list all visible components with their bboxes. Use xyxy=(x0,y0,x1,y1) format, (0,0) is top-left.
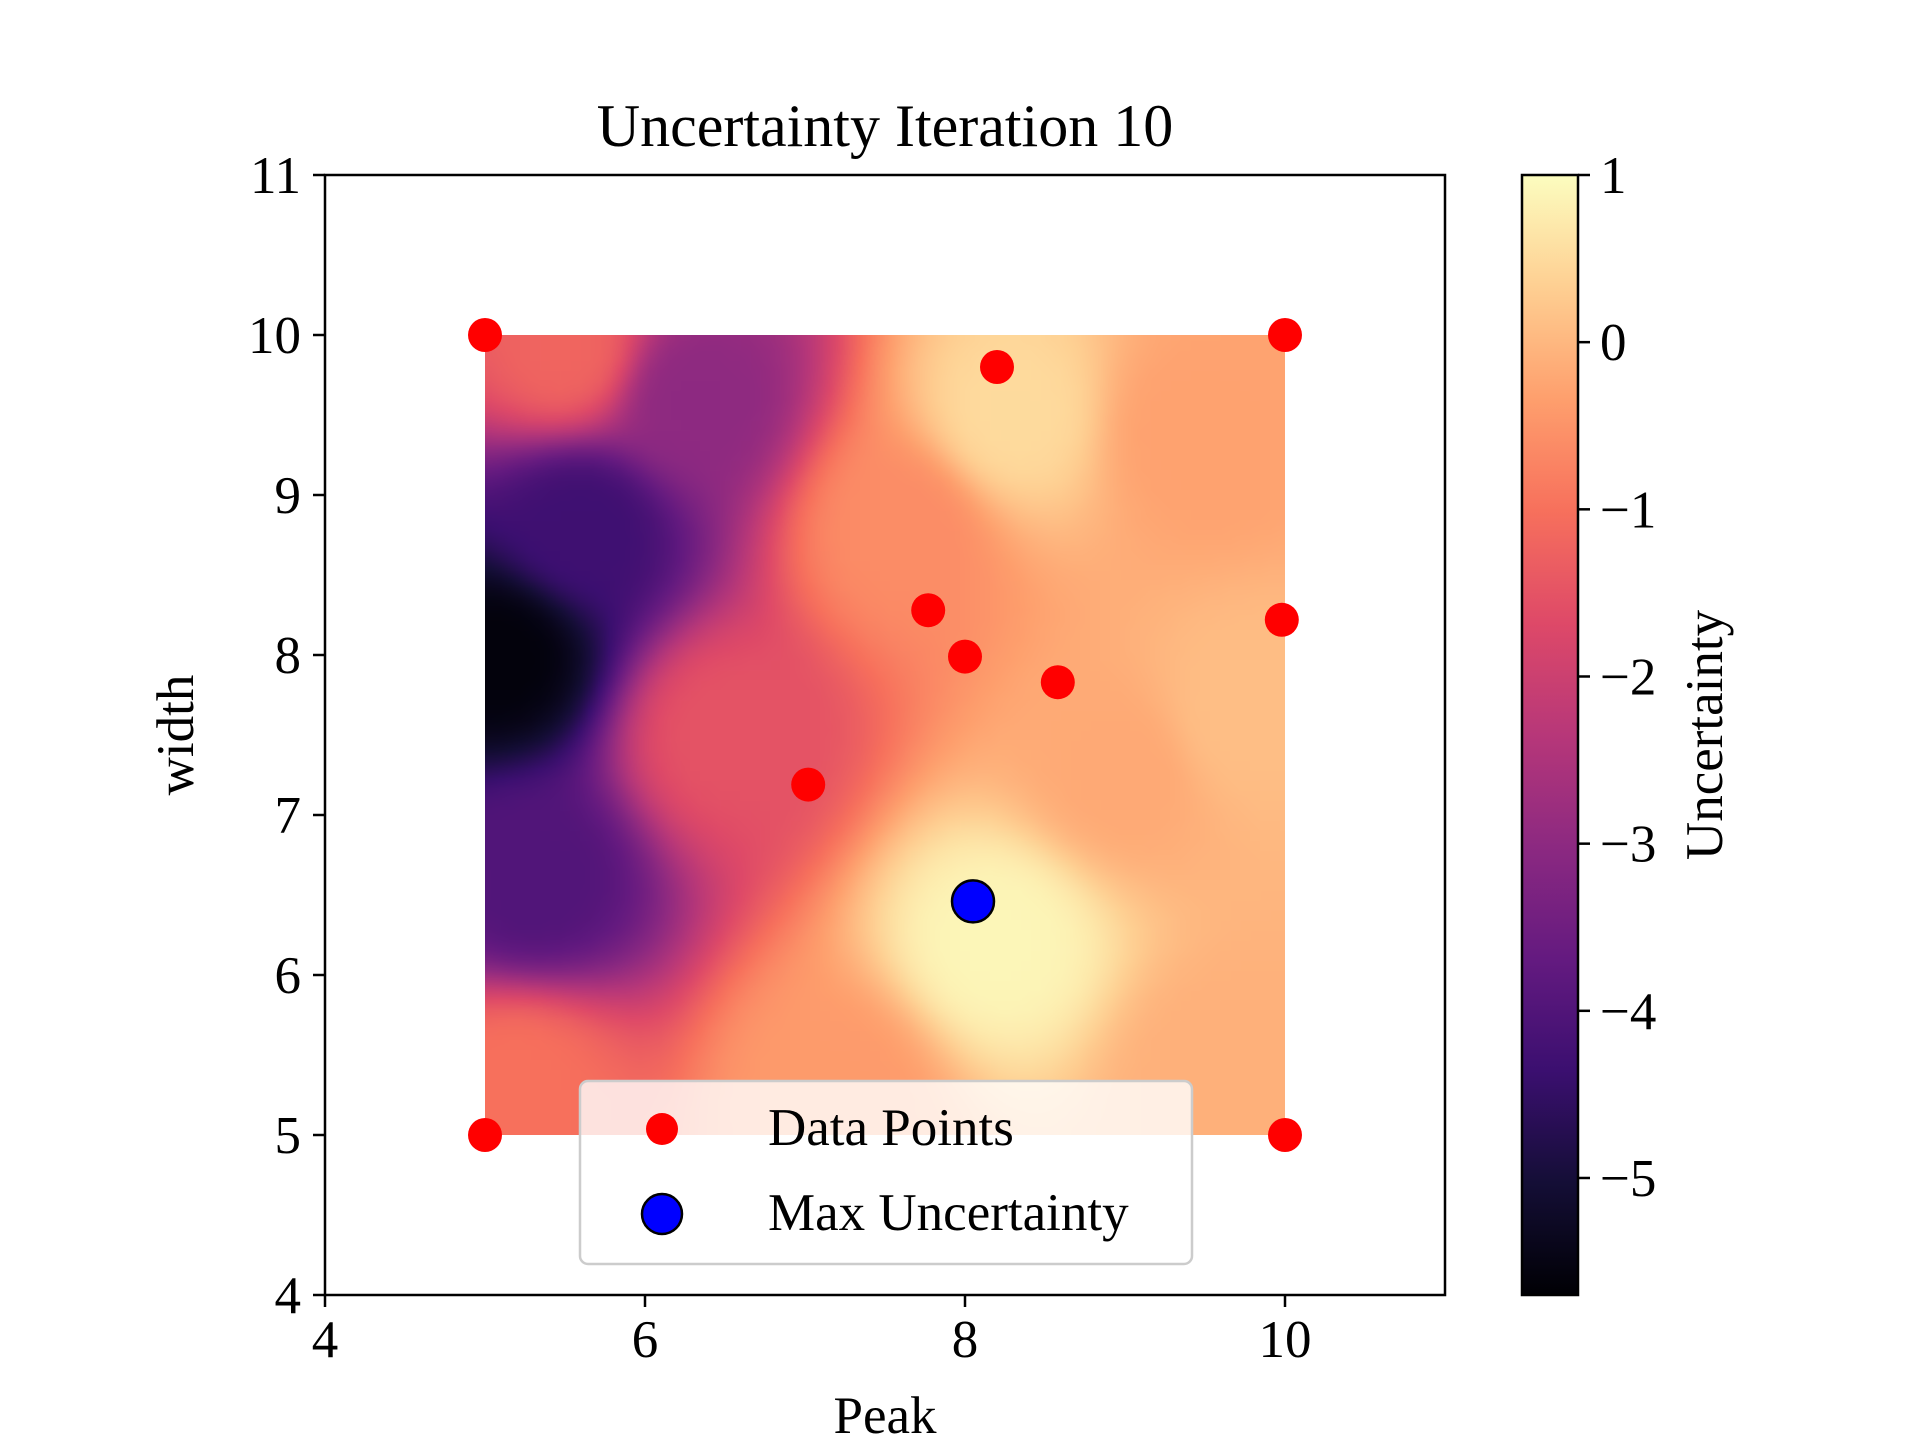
x-axis-ticks: 4 6 8 10 xyxy=(312,1295,1312,1369)
y-tick-label: 11 xyxy=(250,147,301,205)
y-tick-label: 6 xyxy=(275,947,302,1005)
colorbar-tick-label: −1 xyxy=(1600,481,1656,539)
data-point xyxy=(948,639,982,674)
legend-marker-data-points xyxy=(646,1113,678,1145)
chart-title: Uncertainty Iteration 10 xyxy=(597,93,1173,159)
x-tick-label: 8 xyxy=(952,1311,979,1369)
heatmap-image xyxy=(485,335,1285,1135)
legend-box xyxy=(578,1079,1194,1266)
plot-frame xyxy=(323,173,1447,1297)
legend-marker-max-uncertainty xyxy=(640,1192,684,1236)
y-tick-label: 10 xyxy=(248,307,301,365)
data-points-layer xyxy=(468,318,1302,1152)
colorbar-ticks: 1 0 −1 −2 −3 −4 −5 xyxy=(1578,147,1656,1208)
data-point xyxy=(1268,318,1302,352)
colorbar-gradient xyxy=(1520,173,1580,1297)
plot-area xyxy=(468,318,1302,1152)
data-point xyxy=(791,767,826,802)
x-axis-label: Peak xyxy=(833,1387,937,1440)
legend-label-max-uncertainty: Max Uncertainty xyxy=(768,1184,1129,1242)
y-tick-label: 8 xyxy=(275,627,302,685)
y-axis-label: width xyxy=(147,675,205,796)
data-point xyxy=(1040,665,1075,700)
data-point xyxy=(911,593,946,628)
y-axis-ticks: 4 5 6 7 8 9 10 11 xyxy=(248,147,325,1325)
x-tick-label: 6 xyxy=(632,1311,659,1369)
max-uncertainty-point xyxy=(950,879,996,924)
y-tick-label: 9 xyxy=(275,467,302,525)
y-tick-label: 5 xyxy=(275,1107,302,1165)
data-point xyxy=(980,350,1014,384)
x-tick-label: 4 xyxy=(312,1311,339,1369)
colorbar-tick-label: −3 xyxy=(1600,816,1656,874)
legend: Data Points Max Uncertainty xyxy=(578,1079,1194,1266)
y-tick-label: 4 xyxy=(275,1267,302,1325)
colorbar-label: Uncertainty xyxy=(1676,609,1734,860)
data-point xyxy=(468,1118,502,1152)
x-tick-label: 10 xyxy=(1259,1311,1312,1369)
legend-label-data-points: Data Points xyxy=(768,1099,1014,1157)
colorbar-tick-label: 1 xyxy=(1600,147,1627,205)
uncertainty-heatmap xyxy=(485,335,1285,1135)
y-tick-label: 7 xyxy=(275,787,302,845)
colorbar: 1 0 −1 −2 −3 −4 −5 Uncertainty xyxy=(1520,147,1734,1297)
colorbar-tick-label: −5 xyxy=(1600,1150,1656,1208)
colorbar-tick-label: 0 xyxy=(1600,314,1627,372)
colorbar-tick-label: −4 xyxy=(1600,983,1656,1041)
data-point xyxy=(1268,1118,1302,1152)
data-point xyxy=(1264,602,1299,637)
data-point xyxy=(468,318,502,352)
colorbar-tick-label: −2 xyxy=(1600,648,1656,706)
